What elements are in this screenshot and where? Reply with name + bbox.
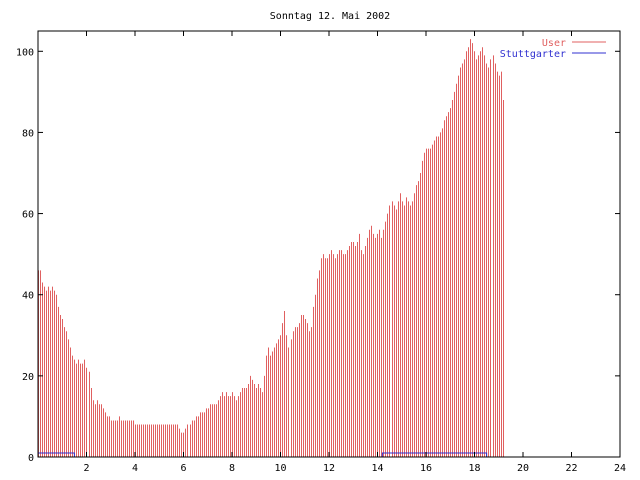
y-tick-label: 0	[28, 453, 34, 464]
x-tick-label: 4	[132, 463, 138, 474]
y-tick-label: 100	[16, 47, 34, 58]
x-tick-label: 18	[468, 463, 480, 474]
x-tick-label: 8	[229, 463, 235, 474]
legend-label-user: User	[542, 38, 566, 49]
x-tick-label: 14	[371, 463, 383, 474]
x-axis: 2 4 6 8 10 12 14 16 18 20 22 24	[83, 31, 626, 474]
chart-title: Sonntag 12. Mai 2002	[270, 11, 390, 22]
x-tick-label: 10	[274, 463, 286, 474]
stuttgarter-line	[38, 452, 620, 458]
x-tick-label: 16	[420, 463, 432, 474]
y-tick-label: 80	[22, 128, 34, 139]
y-tick-label: 60	[22, 210, 34, 221]
x-tick-label: 22	[565, 463, 577, 474]
legend-label-stuttgarter: Stuttgarter	[500, 49, 566, 60]
x-tick-label: 20	[517, 463, 529, 474]
x-tick-label: 2	[83, 463, 89, 474]
user-bars	[38, 39, 504, 457]
legend: User Stuttgarter	[500, 38, 606, 60]
y-tick-label: 20	[22, 372, 34, 383]
stuttgarter-line-path	[38, 452, 620, 458]
y-tick-label: 40	[22, 291, 34, 302]
x-tick-label: 6	[180, 463, 186, 474]
x-tick-label: 24	[614, 463, 626, 474]
y-axis: 0 20 40 60 80 100	[16, 47, 620, 464]
x-tick-label: 12	[323, 463, 335, 474]
